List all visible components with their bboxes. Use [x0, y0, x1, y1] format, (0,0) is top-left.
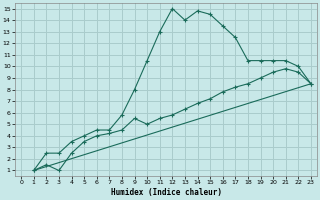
X-axis label: Humidex (Indice chaleur): Humidex (Indice chaleur) [110, 188, 221, 197]
